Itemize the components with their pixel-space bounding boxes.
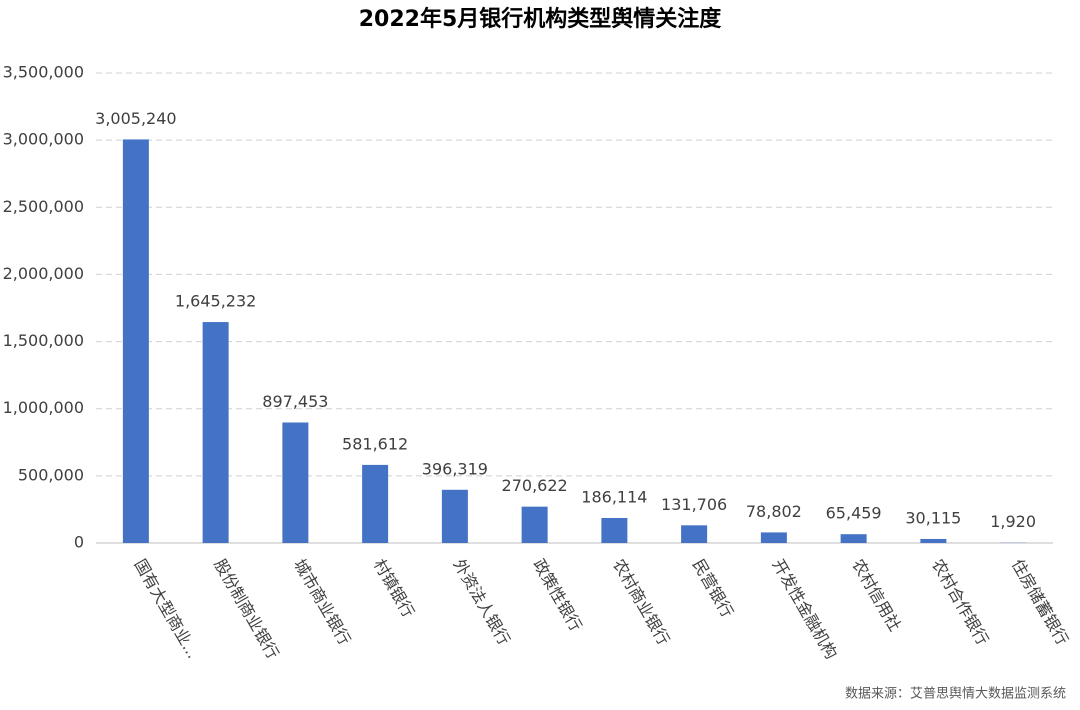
x-tick-label: 农村合作银行	[928, 556, 992, 649]
y-tick-label: 1,000,000	[3, 398, 84, 417]
value-label: 396,319	[422, 459, 488, 478]
value-label: 78,802	[746, 502, 802, 521]
y-tick-label: 0	[74, 533, 84, 552]
value-label: 897,453	[262, 392, 328, 411]
value-label: 30,115	[905, 508, 961, 527]
x-tick-label: 股份制商业银行	[210, 556, 282, 663]
bar	[282, 422, 309, 543]
bar	[202, 322, 229, 543]
value-label: 581,612	[342, 434, 408, 453]
x-tick-label: 民营银行	[689, 556, 737, 621]
y-tick-label: 2,500,000	[3, 197, 84, 216]
x-tick-label: 外资法人银行	[450, 556, 514, 649]
bar	[601, 518, 628, 543]
y-tick-label: 3,000,000	[3, 130, 84, 149]
x-tick-label: 国有大型商业...	[131, 556, 203, 662]
bar	[362, 464, 389, 543]
value-label: 131,706	[661, 495, 727, 514]
value-label: 3,005,240	[95, 109, 176, 128]
value-label: 186,114	[581, 488, 647, 507]
x-tick-label: 农村信用社	[848, 556, 904, 635]
bar	[441, 489, 468, 543]
value-label: 65,459	[826, 504, 882, 523]
y-tick-label: 2,000,000	[3, 264, 84, 283]
x-tick-label: 城市商业银行	[290, 556, 354, 649]
y-tick-label: 1,500,000	[3, 331, 84, 350]
chart-title: 2022年5月银行机构类型舆情关注度	[359, 6, 723, 32]
x-tick-label: 开发性金融机构	[769, 556, 841, 663]
value-label: 1,645,232	[175, 292, 256, 311]
source-note: 数据来源：艾普思舆情大数据监测系统	[845, 687, 1066, 702]
value-label: 1,920	[990, 512, 1036, 531]
value-label: 270,622	[502, 476, 568, 495]
bar	[760, 532, 787, 543]
bar	[681, 525, 708, 543]
y-tick-label: 500,000	[18, 465, 84, 484]
x-tick-label: 村镇银行	[370, 556, 418, 621]
bar	[521, 506, 548, 543]
x-tick-label: 政策性银行	[529, 556, 585, 635]
bar	[122, 139, 149, 543]
x-tick-label: 农村商业银行	[609, 556, 673, 649]
bar	[920, 538, 947, 543]
bar	[840, 534, 867, 543]
x-tick-label: 住房储蓄银行	[1008, 556, 1072, 649]
y-tick-label: 3,500,000	[3, 63, 84, 82]
